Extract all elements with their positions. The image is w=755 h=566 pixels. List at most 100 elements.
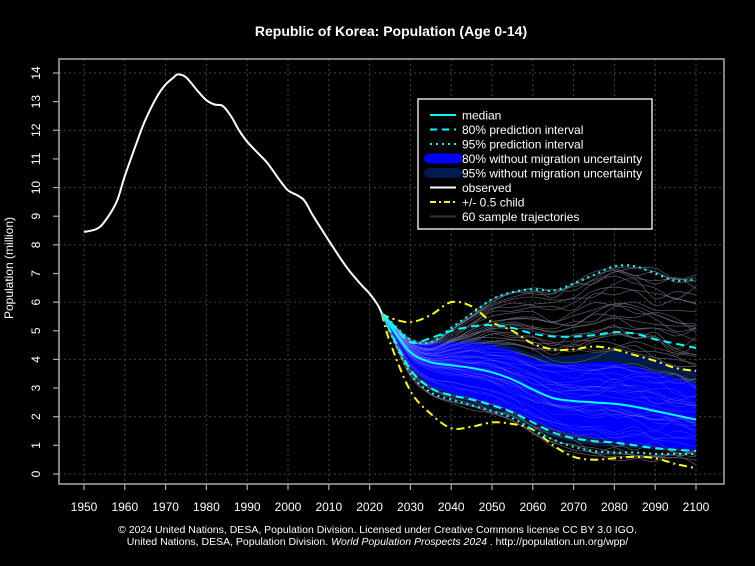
sample-trajectory-overlay: [381, 313, 697, 388]
y-tick-label: 2: [29, 413, 43, 420]
series-lines: [83, 73, 697, 470]
sample-trajectory-overlay: [381, 313, 697, 351]
sample-trajectory-overlay: [381, 313, 697, 448]
legend-label: +/- 0.5 child: [462, 196, 524, 210]
observed-line: [83, 73, 383, 314]
sample-trajectory-overlay: [381, 266, 697, 344]
footer-license: © 2024 United Nations, DESA, Population …: [118, 524, 637, 536]
sample-trajectory-overlay: [381, 313, 697, 390]
sample-trajectory-overlay: [381, 302, 697, 350]
half-child-upper-line: [381, 300, 697, 372]
sample-trajectory-overlay: [381, 313, 697, 426]
half-child-lower-line: [380, 313, 697, 470]
sample-trajectory-overlay: [381, 290, 697, 347]
sample-trajectory-overlay: [381, 313, 697, 368]
sample-trajectory-overlay: [381, 313, 697, 455]
y-tick-label: 10: [29, 181, 43, 195]
x-tick-label: 2090: [642, 500, 669, 514]
sample-trajectory-overlay: [381, 313, 697, 351]
y-tick-label: 13: [29, 95, 43, 109]
x-tick-label: 2050: [479, 500, 506, 514]
sample-trajectory-overlay: [381, 266, 697, 343]
sample-trajectory-overlay: [381, 313, 697, 365]
legend-label: 95% prediction interval: [462, 138, 583, 152]
sample-trajectory-overlay: [381, 305, 697, 350]
footer-citation-title: World Population Prospects 2024: [331, 536, 487, 548]
sample-trajectory-overlay: [381, 313, 697, 440]
x-tick-label: 2000: [275, 500, 302, 514]
y-tick-label: 0: [29, 470, 43, 477]
legend-label: 80% without migration uncertainty: [462, 152, 642, 166]
x-tick-label: 2070: [560, 500, 587, 514]
nomig80-area: [381, 313, 696, 450]
y-tick-label: 9: [29, 213, 43, 220]
x-tick-label: 2020: [356, 500, 383, 514]
sample-trajectory-overlay: [381, 286, 697, 346]
y-tick-label: 11: [29, 152, 43, 165]
sample-trajectory-overlay: [381, 271, 697, 344]
legend-box: [417, 98, 653, 230]
sample-trajectory-overlay: [381, 313, 697, 423]
sample-trajectory-overlay: [381, 313, 697, 434]
plot-frame: [58, 58, 725, 485]
y-tick-label: 1: [29, 442, 43, 449]
sample-trajectories-overlay: [381, 266, 697, 465]
sample-trajectory-overlay: [381, 313, 697, 356]
sample-trajectory-overlay: [381, 313, 697, 397]
sample-trajectory-overlay: [381, 313, 697, 367]
y-tick-label: 14: [29, 66, 43, 80]
y-tick-label: 4: [29, 356, 43, 363]
x-tick-label: 1960: [111, 500, 138, 514]
sample-trajectory: [381, 313, 697, 463]
x-tick-label: 1980: [193, 500, 220, 514]
sample-trajectory-overlay: [381, 313, 697, 431]
legend-label: observed: [462, 181, 511, 195]
legend-swatch: [424, 168, 462, 178]
sample-trajectory-overlay: [381, 313, 697, 384]
sample-trajectory-overlay: [381, 313, 697, 440]
footer: © 2024 United Nations, DESA, Population …: [0, 524, 755, 548]
legend-label: 60 sample trajectories: [462, 210, 579, 224]
sample-trajectory-overlay: [381, 268, 697, 345]
x-tick-label: 2060: [519, 500, 546, 514]
sample-trajectory-overlay: [381, 313, 697, 403]
x-tick-label: 2080: [601, 500, 628, 514]
chart-title: Republic of Korea: Population (Age 0-14): [255, 23, 527, 39]
legend-label: 95% without migration uncertainty: [462, 167, 642, 181]
x-tick-label: 2010: [315, 500, 342, 514]
sample-trajectory-overlay: [381, 313, 697, 356]
x-tick-label: 2030: [397, 500, 424, 514]
x-tick-label: 1970: [152, 500, 179, 514]
sample-trajectory-overlay: [381, 313, 697, 408]
nomig80-band: [381, 313, 696, 450]
footer-citation: United Nations, DESA, Population Divisio…: [0, 536, 755, 548]
legend-swatch: [424, 153, 462, 164]
sample-trajectory: [381, 266, 697, 343]
pi95-upper-line: [381, 264, 697, 345]
sample-trajectory-overlay: [381, 313, 697, 462]
legend-label: median: [462, 109, 501, 123]
x-tick-label: 1990: [234, 500, 261, 514]
sample-trajectory-overlay: [381, 313, 697, 387]
sample-trajectory-overlay: [381, 313, 697, 351]
y-axis-label: Population (million): [2, 217, 16, 319]
sample-trajectory-overlay: [381, 270, 697, 345]
median-line: [380, 313, 697, 421]
pi80-lower-line: [380, 313, 697, 453]
sample-trajectory-overlay: [381, 313, 697, 350]
y-tick-label: 7: [29, 270, 43, 277]
y-tick-label: 3: [29, 384, 43, 391]
sample-trajectory-overlay: [381, 313, 697, 421]
sample-trajectory: [381, 266, 697, 344]
sample-trajectory-overlay: [381, 313, 697, 465]
sample-trajectory-overlay: [381, 313, 697, 460]
footer-citation-prefix: United Nations, DESA, Population Divisio…: [126, 536, 332, 548]
sample-trajectory-overlay: [381, 304, 697, 351]
sample-trajectory-overlay: [381, 278, 697, 346]
sample-trajectory-overlay: [381, 313, 697, 384]
y-tick-label: 6: [29, 298, 43, 305]
sample-trajectory-overlay: [381, 313, 697, 431]
sample-trajectory-overlay: [381, 312, 697, 349]
sample-trajectory-overlay: [381, 313, 697, 401]
